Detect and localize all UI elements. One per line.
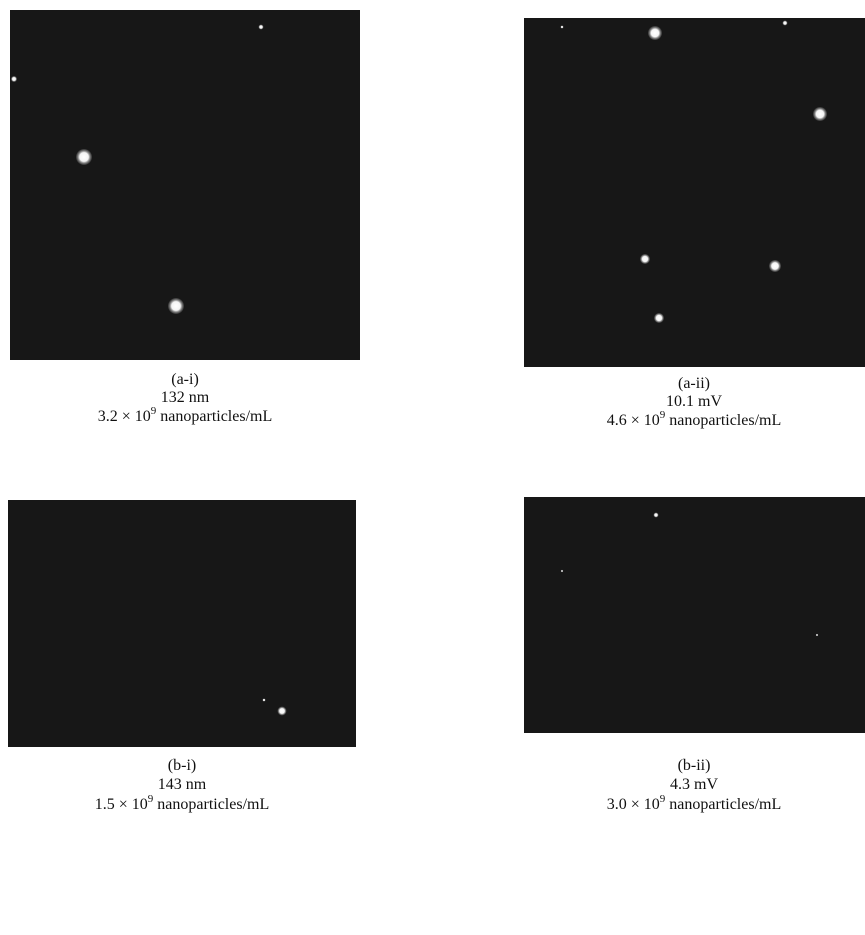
panel-measure: 143 nm xyxy=(158,776,207,793)
panel-measure: 132 nm xyxy=(161,389,210,406)
particle xyxy=(259,25,264,30)
panel-label: (b-ii) xyxy=(678,757,711,774)
particle xyxy=(816,634,818,636)
exponent: 9 xyxy=(151,405,157,417)
mantissa: 3.2 × 10 xyxy=(98,408,151,425)
panel-label: (a-ii) xyxy=(678,375,710,392)
unit: nanoparticles/mL xyxy=(669,412,781,429)
panel-measure: 4.3 mV xyxy=(670,776,718,793)
particle xyxy=(11,76,17,82)
unit: nanoparticles/mL xyxy=(157,796,269,813)
mantissa: 3.0 × 10 xyxy=(607,796,660,813)
particle xyxy=(640,254,650,264)
unit: nanoparticles/mL xyxy=(160,408,272,425)
particle xyxy=(76,149,92,165)
panel-measure: 10.1 mV xyxy=(666,393,722,410)
exponent: 9 xyxy=(660,793,666,805)
mantissa: 1.5 × 10 xyxy=(95,796,148,813)
micrograph xyxy=(10,10,360,360)
particle xyxy=(654,313,664,323)
micrograph xyxy=(524,497,865,733)
particle xyxy=(654,513,659,518)
particle xyxy=(813,107,827,121)
particle xyxy=(168,298,184,314)
panel-label: (b-i) xyxy=(168,757,196,774)
mantissa: 4.6 × 10 xyxy=(607,412,660,429)
panel-label: (a-i) xyxy=(171,371,199,388)
particle xyxy=(769,260,781,272)
particle xyxy=(561,570,563,572)
figure: (a-i) 132 nm 3.2 × 109nanoparticles/mL (… xyxy=(0,0,865,935)
exponent: 9 xyxy=(148,793,154,805)
particle xyxy=(648,26,662,40)
particle xyxy=(263,699,266,702)
micrograph xyxy=(8,500,356,747)
exponent: 9 xyxy=(660,409,666,421)
unit: nanoparticles/mL xyxy=(669,796,781,813)
particle xyxy=(278,707,287,716)
particle xyxy=(783,21,788,26)
particle xyxy=(561,26,564,29)
micrograph xyxy=(524,18,865,367)
